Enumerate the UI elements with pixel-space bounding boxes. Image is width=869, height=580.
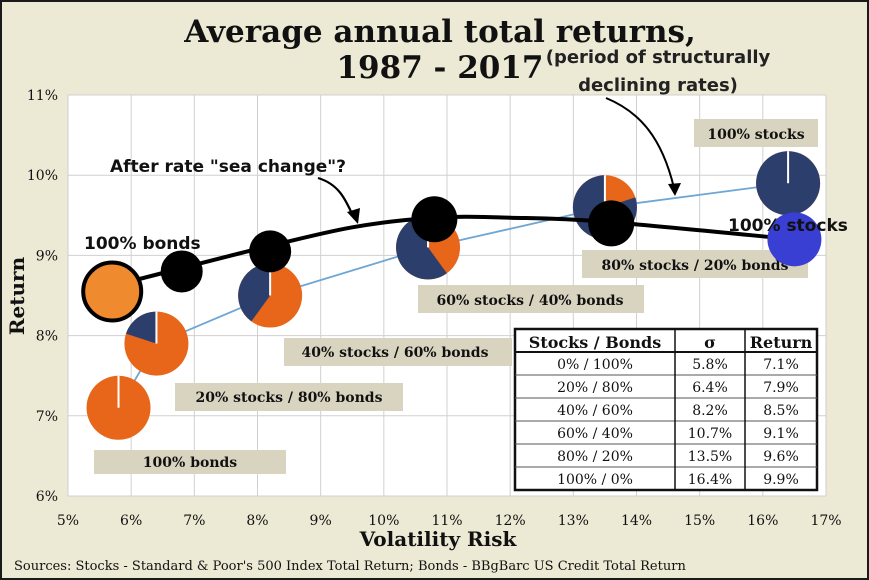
after-bonds-label: 100% bonds xyxy=(84,234,201,254)
portfolio-label-box xyxy=(582,250,808,278)
y-tick-label: 9% xyxy=(36,248,58,264)
table-cell: 13.5% xyxy=(688,449,732,465)
portfolio-pie xyxy=(238,263,303,328)
table-header-cell: Return xyxy=(750,333,813,352)
portfolio-label-box xyxy=(284,338,512,366)
x-tick-label: 7% xyxy=(183,513,205,529)
y-axis-ticks: 6% 7% 8% 9% 10% 11% xyxy=(27,88,58,505)
x-tick-label: 16% xyxy=(747,513,778,529)
x-axis-ticks: 5% 6% 7% 8% 9% 10% 11% 12% 13% 14% 15% 16% 17% xyxy=(57,513,842,529)
portfolio-label-box xyxy=(694,119,818,147)
table-cell: 7.9% xyxy=(763,380,799,396)
portfolio-label: 100% stocks xyxy=(707,127,804,143)
table-cell: 0% / 100% xyxy=(557,357,633,373)
x-tick-label: 14% xyxy=(621,513,652,529)
portfolio-label-box xyxy=(175,383,403,411)
summary-table: Stocks / Bonds σ Return 0% / 100% 5.8% 7.1% 20… xyxy=(513,327,819,492)
x-tick-label: 5% xyxy=(57,513,79,529)
portfolio-label-box xyxy=(94,450,286,474)
x-tick-label: 11% xyxy=(431,513,462,529)
x-tick-label: 17% xyxy=(810,513,841,529)
x-tick-label: 13% xyxy=(558,513,589,529)
portfolio-label: 20% stocks / 80% bonds xyxy=(196,390,383,406)
after-point xyxy=(160,250,203,293)
after-sea-change-points xyxy=(81,196,822,323)
after-annotation: After rate "sea change"? xyxy=(110,157,346,177)
x-tick-label: 15% xyxy=(684,513,715,529)
table-cell: 60% / 40% xyxy=(557,426,633,442)
table-cell: 8.2% xyxy=(692,403,728,419)
y-axis-title: Return xyxy=(5,256,29,335)
after-point-stocks xyxy=(767,212,822,267)
table-cell: 5.8% xyxy=(692,357,728,373)
subtitle-arrow xyxy=(605,97,675,189)
pie-stocks-slice xyxy=(125,311,157,344)
chart-subtitle-line2: declining rates) xyxy=(578,75,738,96)
after-point xyxy=(249,230,292,273)
x-tick-label: 10% xyxy=(368,513,399,529)
portfolio-pie xyxy=(124,311,189,376)
portfolio-label: 100% bonds xyxy=(143,455,237,471)
table-cell: 10.7% xyxy=(688,426,732,442)
x-tick-label: 9% xyxy=(310,513,332,529)
after-stocks-label: 100% stocks xyxy=(728,216,848,236)
after-point xyxy=(588,200,635,247)
x-axis-title: Volatility Risk xyxy=(359,527,518,551)
table-border xyxy=(513,327,819,492)
table-cell: 40% / 60% xyxy=(557,403,633,419)
y-tick-label: 10% xyxy=(27,168,58,184)
table-cell: 6.4% xyxy=(692,380,728,396)
table-cell: 8.5% xyxy=(763,403,799,419)
portfolio-label: 80% stocks / 20% bonds xyxy=(602,258,789,274)
portfolio-pie xyxy=(756,151,821,216)
table-cell: 80% / 20% xyxy=(557,449,633,465)
portfolio-pie xyxy=(86,375,151,440)
x-tick-label: 6% xyxy=(120,513,142,529)
table-cell: 16.4% xyxy=(688,472,732,488)
after-point xyxy=(411,196,458,243)
y-tick-label: 8% xyxy=(36,329,58,345)
portfolio-label: 60% stocks / 40% bonds xyxy=(437,293,624,309)
y-tick-label: 6% xyxy=(36,489,58,505)
x-tick-label: 12% xyxy=(495,513,526,529)
historical-portfolio-labels: 100% bonds 20% stocks / 80% bonds 40% stoc… xyxy=(94,119,818,474)
table-cell: 9.9% xyxy=(763,472,799,488)
table-cell: 100% / 0% xyxy=(557,472,633,488)
y-tick-label: 11% xyxy=(27,88,58,104)
x-tick-label: 8% xyxy=(246,513,268,529)
chart-title-line2: 1987 - 2017 xyxy=(336,50,543,86)
source-note: Sources: Stocks - Standard & Poor's 500 … xyxy=(14,559,686,574)
table-cell: 9.1% xyxy=(763,426,799,442)
after-point-bonds xyxy=(81,260,144,323)
table-header-cell: Stocks / Bonds xyxy=(529,333,661,352)
y-tick-label: 7% xyxy=(36,409,58,425)
chart-subtitle-line1: (period of structurally xyxy=(546,47,771,68)
table-cell: 20% / 80% xyxy=(557,380,633,396)
pie-stocks-slice xyxy=(238,263,271,322)
subtitle-arrowhead xyxy=(668,183,681,196)
after-annotation-arrowhead xyxy=(347,208,360,224)
pie-stocks-slice xyxy=(396,215,447,280)
table-cell: 7.1% xyxy=(763,357,799,373)
table-header-cell: σ xyxy=(704,333,716,352)
portfolio-label-box xyxy=(418,285,644,313)
portfolio-label: 40% stocks / 60% bonds xyxy=(302,345,489,361)
chart-title-line1: Average annual total returns, xyxy=(183,14,696,50)
table-cell: 9.6% xyxy=(763,449,799,465)
